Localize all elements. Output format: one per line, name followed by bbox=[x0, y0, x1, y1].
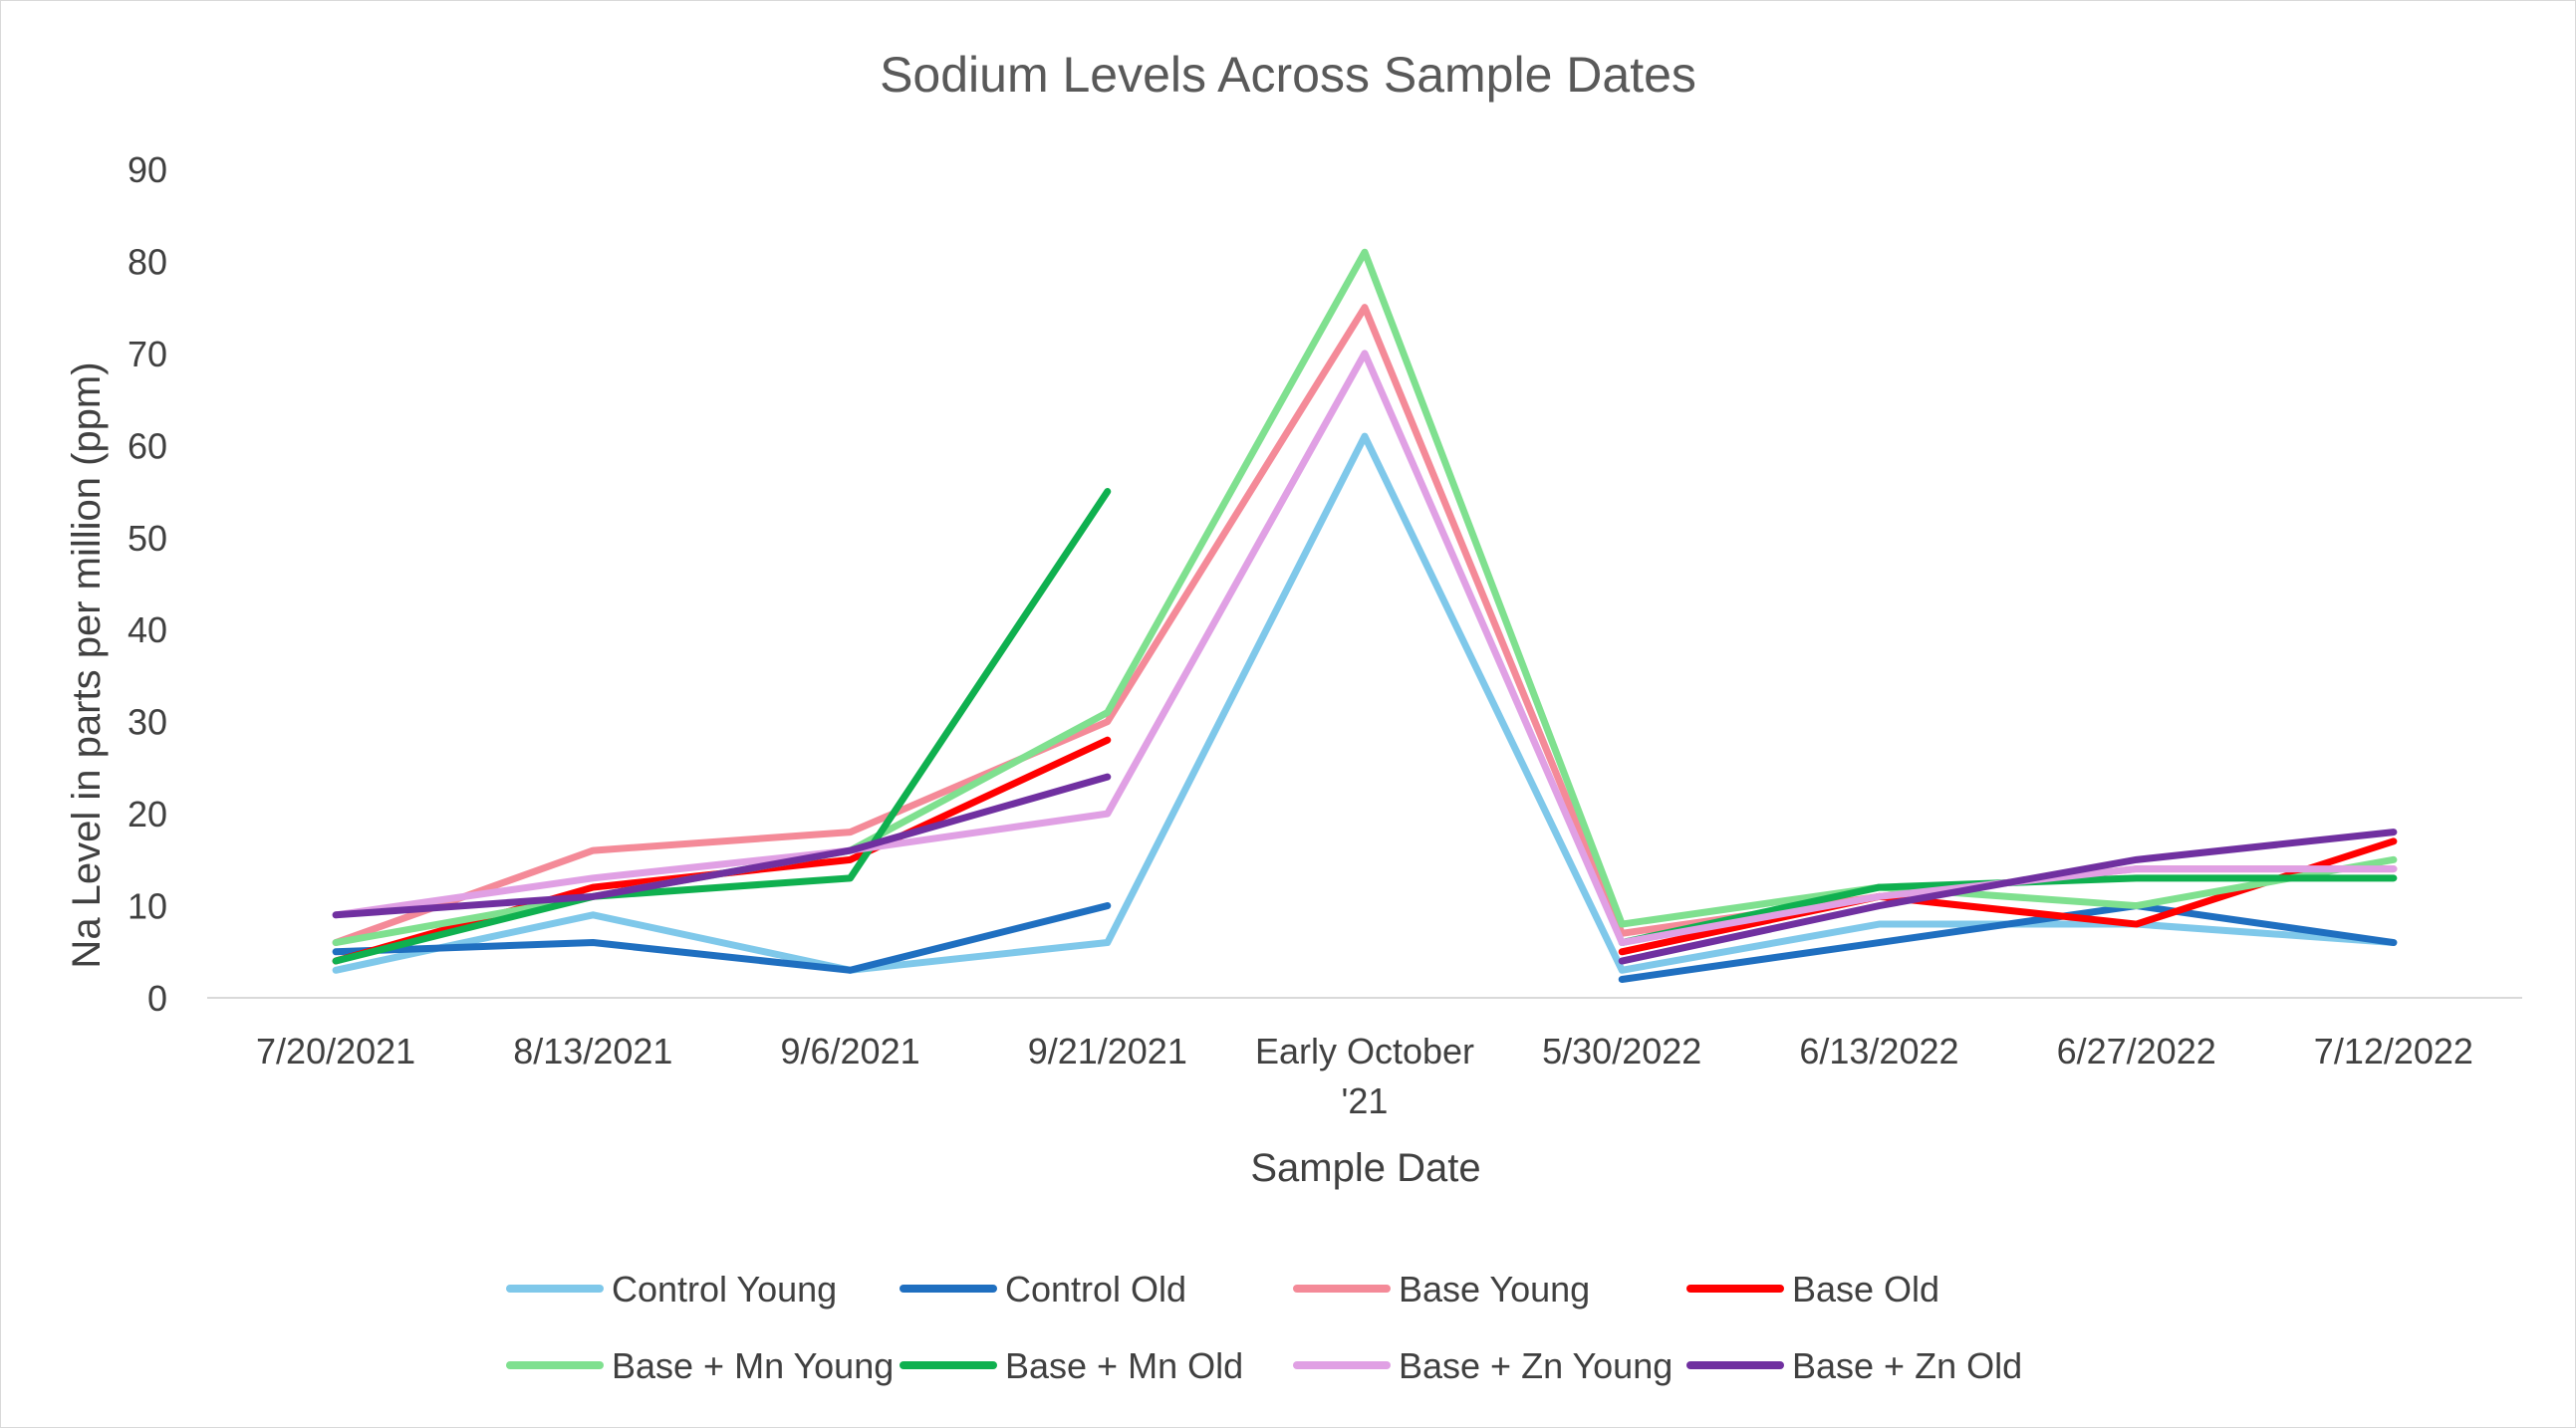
x-tick-label-line: 7/12/2022 bbox=[2314, 1031, 2473, 1071]
series-lines bbox=[332, 248, 2398, 984]
chart-title: Sodium Levels Across Sample Dates bbox=[880, 47, 1696, 103]
legend-item: Control Old bbox=[900, 1269, 1186, 1309]
series-line bbox=[332, 488, 1112, 965]
legend-label: Base Old bbox=[1792, 1269, 1939, 1309]
x-tick-label-line: 6/13/2022 bbox=[1799, 1031, 1958, 1071]
legend-item: Base Old bbox=[1686, 1269, 1939, 1309]
x-axis-label: Sample Date bbox=[1250, 1146, 1480, 1190]
x-tick-label-line: 9/21/2021 bbox=[1028, 1031, 1187, 1071]
legend-label: Base + Zn Old bbox=[1792, 1345, 2022, 1386]
series-line bbox=[332, 432, 2398, 974]
series-base-young bbox=[332, 304, 2398, 947]
legend-label: Control Old bbox=[1005, 1269, 1186, 1309]
y-tick-label: 50 bbox=[128, 518, 167, 559]
legend-label: Base Young bbox=[1399, 1269, 1590, 1309]
series-line bbox=[332, 902, 1112, 974]
x-tick-label-line: 5/30/2022 bbox=[1542, 1031, 1701, 1071]
legend-label: Base + Mn Old bbox=[1005, 1345, 1243, 1386]
legend-item: Base + Zn Young bbox=[1293, 1345, 1673, 1386]
x-tick-label: 7/12/2022 bbox=[2314, 1031, 2473, 1071]
y-tick-label: 60 bbox=[128, 425, 167, 466]
y-axis-label: Na Level in parts per million (ppm) bbox=[65, 361, 109, 968]
legend-label: Control Young bbox=[612, 1269, 837, 1309]
x-tick-label: 9/6/2021 bbox=[780, 1031, 919, 1071]
series-control-young bbox=[332, 432, 2398, 974]
y-tick-label: 40 bbox=[128, 609, 167, 650]
series-line bbox=[1618, 902, 2398, 984]
series-line bbox=[332, 773, 1112, 919]
x-tick-label-line: 6/27/2022 bbox=[2057, 1031, 2216, 1071]
legend-item: Base + Mn Young bbox=[506, 1345, 894, 1386]
x-tick-label-line: 7/20/2021 bbox=[256, 1031, 415, 1071]
x-tick-label-line: Early October bbox=[1255, 1031, 1474, 1071]
legend-label: Base + Mn Young bbox=[612, 1345, 894, 1386]
x-tick-label-line: 9/6/2021 bbox=[780, 1031, 919, 1071]
y-tick-label: 0 bbox=[147, 978, 167, 1019]
x-tick-label: Early October '21 bbox=[1255, 1031, 1474, 1121]
y-axis-ticks: 0 10 20 30 40 50 60 70 80 90 bbox=[128, 149, 167, 1019]
y-tick-label: 30 bbox=[128, 702, 167, 743]
legend-item: Base + Zn Old bbox=[1686, 1345, 2022, 1386]
series-line bbox=[332, 304, 2398, 947]
y-tick-label: 70 bbox=[128, 334, 167, 374]
x-tick-label: 6/13/2022 bbox=[1799, 1031, 1958, 1071]
y-tick-label: 20 bbox=[128, 794, 167, 834]
legend-label: Base + Zn Young bbox=[1399, 1345, 1673, 1386]
x-axis-ticks: 7/20/2021 8/13/2021 9/6/2021 9/21/2021 Early… bbox=[256, 1031, 2473, 1121]
legend: Control Young Control Old Base Young Base O… bbox=[506, 1269, 2022, 1386]
legend-item: Base Young bbox=[1293, 1269, 1590, 1309]
series-line bbox=[1618, 829, 2398, 965]
x-tick-label: 9/21/2021 bbox=[1028, 1031, 1187, 1071]
x-tick-label-line: '21 bbox=[1342, 1080, 1389, 1121]
x-tick-label: 7/20/2021 bbox=[256, 1031, 415, 1071]
series-control-old bbox=[332, 902, 2398, 984]
x-tick-label-line: 8/13/2021 bbox=[513, 1031, 672, 1071]
series-base-zn-old bbox=[332, 773, 2398, 965]
y-tick-label: 80 bbox=[128, 241, 167, 282]
x-tick-label: 5/30/2022 bbox=[1542, 1031, 1701, 1071]
x-tick-label: 6/27/2022 bbox=[2057, 1031, 2216, 1071]
x-tick-label: 8/13/2021 bbox=[513, 1031, 672, 1071]
legend-item: Base + Mn Old bbox=[900, 1345, 1243, 1386]
y-tick-label: 10 bbox=[128, 886, 167, 927]
legend-item: Control Young bbox=[506, 1269, 837, 1309]
y-tick-label: 90 bbox=[128, 149, 167, 190]
